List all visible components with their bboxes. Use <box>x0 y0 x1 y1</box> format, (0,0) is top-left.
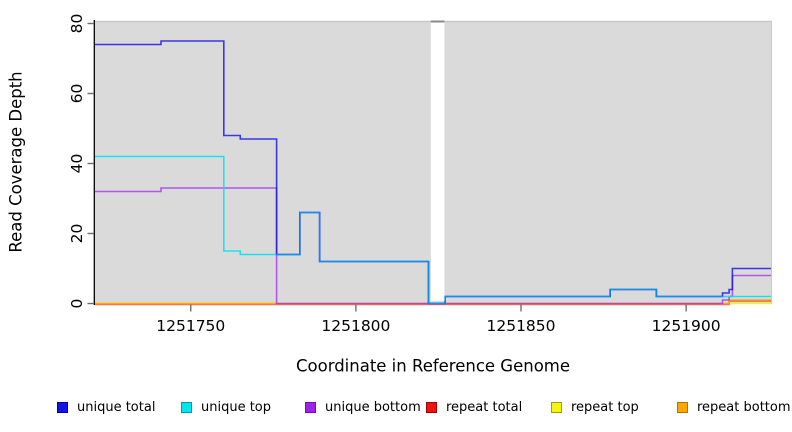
x-axis-title: Coordinate in Reference Genome <box>295 356 571 376</box>
series-line-unique-bottom <box>95 187 772 305</box>
x-tick-label: 1251850 <box>486 317 555 335</box>
y-tick-label: 60 <box>68 84 86 104</box>
no-data-gap-band <box>430 21 445 301</box>
x-tick-label: 1251800 <box>321 317 390 335</box>
y-tick-label: 40 <box>68 154 86 174</box>
y-tick-label: 0 <box>68 299 86 309</box>
x-tick-label: 1251750 <box>156 317 225 335</box>
series-line-unique-top-overlay <box>95 156 772 304</box>
y-axis-title: Read Coverage Depth <box>6 71 26 253</box>
x-tick-label: 1251900 <box>652 317 721 335</box>
y-tick-label: 20 <box>68 224 86 244</box>
y-tick-label: 80 <box>68 14 86 34</box>
